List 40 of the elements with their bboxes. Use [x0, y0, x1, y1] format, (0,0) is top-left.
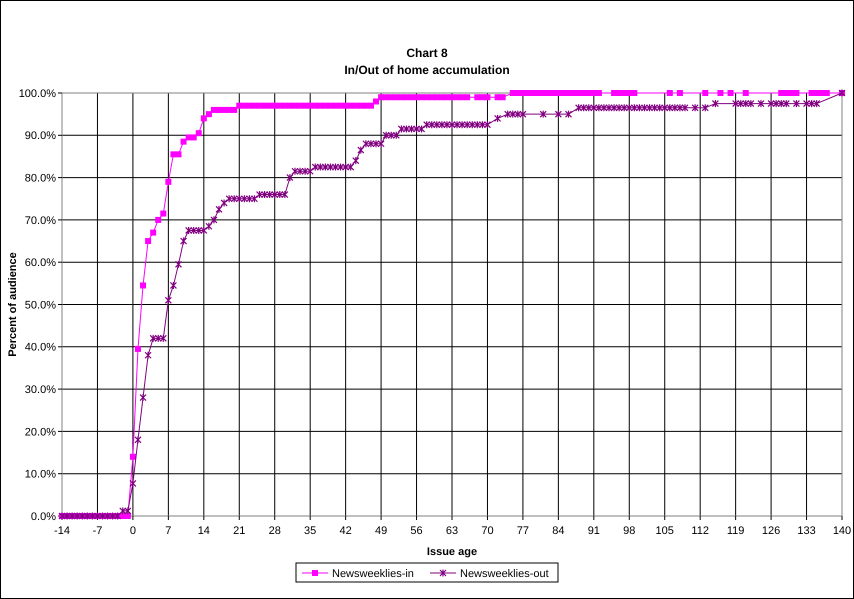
y-tick-label: 10.0%	[24, 468, 56, 481]
x-tick-label: -7	[92, 525, 102, 537]
x-tick-label: 84	[552, 525, 564, 537]
y-tick-label: 90.0%	[24, 130, 56, 142]
y-tick-label: 100.0%	[18, 88, 56, 100]
x-tick-label: 42	[340, 525, 352, 537]
y-tick-label: 50.0%	[24, 299, 56, 312]
y-tick-label: 40.0%	[24, 342, 56, 354]
x-tick-label: 49	[374, 525, 388, 537]
chart-title: Chart 8	[406, 46, 448, 60]
y-tick-label: 60.0%	[24, 257, 56, 270]
x-tick-label: 105	[656, 525, 674, 537]
x-tick-label: 21	[233, 525, 246, 537]
x-tick-label: 133	[797, 525, 816, 537]
x-tick-label: 70	[481, 525, 494, 537]
legend-label: Newsweeklies-in	[332, 568, 414, 580]
chart-subtitle: In/Out of home accumulation	[344, 63, 510, 77]
x-tick-label: 56	[410, 525, 423, 537]
x-tick-label: -14	[54, 525, 70, 537]
x-tick-label: 63	[446, 525, 458, 537]
x-tick-label: 126	[762, 525, 780, 537]
x-axis-title: Issue age	[426, 546, 478, 558]
y-tick-label: 80.0%	[24, 172, 56, 184]
legend-label: Newsweeklies-out	[460, 568, 549, 580]
y-tick-label: 30.0%	[24, 384, 56, 396]
x-tick-label: 140	[832, 525, 852, 537]
y-tick-label: 20.0%	[24, 426, 56, 438]
x-tick-label: 35	[304, 525, 316, 537]
x-tick-label: 119	[726, 525, 744, 537]
y-tick-label: 0.0%	[30, 510, 56, 523]
y-axis-title: Percent of audience	[7, 252, 19, 357]
x-tick-label: 28	[268, 525, 281, 537]
y-tick-label: 70.0%	[24, 214, 56, 227]
x-tick-label: 77	[516, 525, 530, 537]
x-tick-label: 0	[130, 525, 136, 537]
x-tick-label: 14	[198, 525, 210, 537]
x-tick-label: 91	[588, 525, 600, 537]
x-tick-label: 112	[691, 525, 709, 537]
x-tick-label: 7	[165, 525, 172, 537]
x-tick-label: 98	[623, 525, 636, 537]
